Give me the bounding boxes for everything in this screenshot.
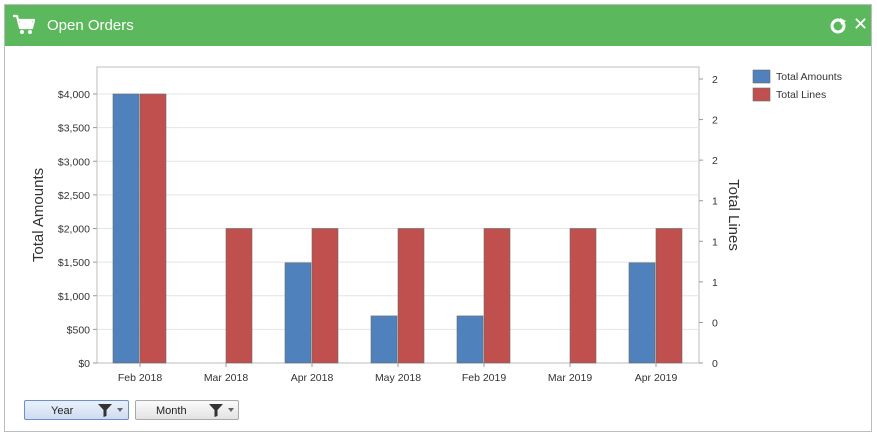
chevron-down-icon (117, 408, 123, 412)
y-tick-label: $4,000 (58, 89, 90, 101)
x-tick-label: Feb 2018 (118, 372, 163, 384)
y-tick-label: $1,500 (58, 257, 90, 269)
legend-label: Total Amounts (776, 71, 842, 83)
y-tick-label: $2,000 (58, 224, 90, 236)
x-tick-label: Apr 2018 (291, 372, 334, 384)
x-tick-label: Apr 2019 (635, 372, 678, 384)
bar-total-lines (225, 228, 253, 364)
bar-total-amounts (456, 315, 484, 364)
legend-swatch (752, 69, 771, 84)
bar-total-lines (569, 228, 597, 364)
funnel-icon (209, 404, 223, 417)
y2-tick-label: 2 (712, 155, 718, 167)
y2-tick-label: 1 (712, 277, 718, 289)
refresh-icon[interactable] (829, 17, 847, 35)
y2-tick-label: 2 (712, 74, 718, 86)
y-tick-label: $0 (78, 358, 90, 370)
title-bar: Open Orders ✕ (5, 5, 871, 46)
open-orders-panel: Open Orders ✕ $0 $500 $1,000 $1,500 $2,000 $2… (4, 4, 872, 432)
bar-total-amounts (284, 262, 312, 364)
bar-total-amounts (628, 262, 656, 364)
y-tick-label: $2,500 (58, 190, 90, 202)
x-tick-label: Feb 2019 (462, 372, 507, 384)
y-tick-label: $3,500 (58, 123, 90, 135)
shopping-cart-icon (13, 14, 36, 34)
chart: $0 $500 $1,000 $1,500 $2,000 $2,500 $3,000 $3,5… (30, 66, 842, 384)
month-filter-label: Month (156, 405, 187, 417)
year-filter-label: Year (51, 405, 74, 417)
x-tick-label: May 2018 (375, 372, 421, 384)
bar-total-lines (655, 228, 683, 364)
window-title: Open Orders (47, 17, 134, 34)
close-icon[interactable]: ✕ (853, 14, 869, 34)
bar-total-lines (311, 228, 339, 364)
y-tick-label: $3,000 (58, 156, 90, 168)
y2-tick-label: 0 (712, 317, 718, 329)
legend-label: Total Lines (776, 89, 826, 101)
y2-tick-label: 2 (712, 115, 718, 127)
y2-tick-label: 1 (712, 196, 718, 208)
y2-axis-title: Total Lines (725, 179, 742, 251)
bar-total-amounts (112, 93, 140, 364)
y2-tick-label: 0 (712, 358, 718, 370)
x-tick-label: Mar 2019 (548, 372, 593, 384)
x-tick-label: Mar 2018 (204, 372, 249, 384)
bar-total-lines (483, 228, 511, 364)
bar-total-lines (397, 228, 425, 364)
month-filter-button[interactable]: Month (135, 400, 239, 420)
year-filter-button[interactable]: Year (24, 400, 129, 420)
y2-tick-label: 1 (712, 236, 718, 248)
legend-swatch (752, 87, 771, 102)
bar-total-lines (139, 93, 167, 364)
y-axis-title: Total Amounts (30, 168, 47, 262)
funnel-icon (98, 404, 112, 417)
y-tick-label: $500 (67, 324, 91, 336)
y-tick-label: $1,000 (58, 291, 90, 303)
chevron-down-icon (228, 408, 234, 412)
bar-total-amounts (370, 315, 398, 364)
